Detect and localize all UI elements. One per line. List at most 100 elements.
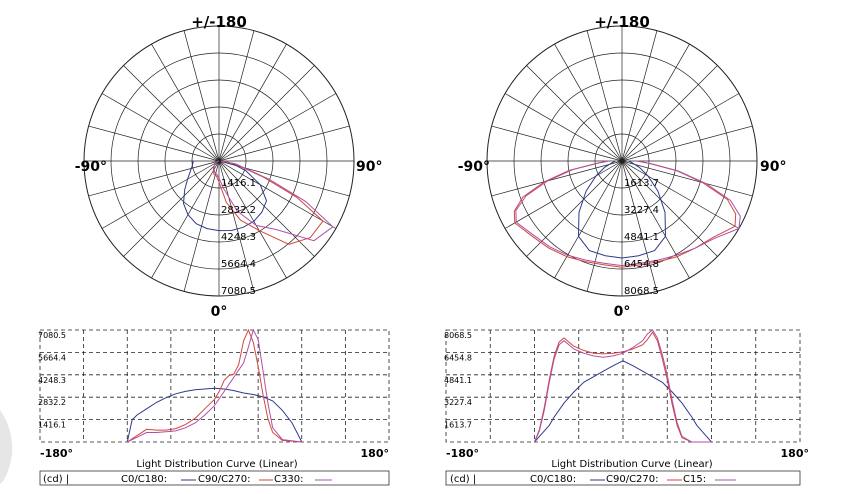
polar-top-label: +/-180 xyxy=(594,13,650,31)
linear-series-c0_c180 xyxy=(126,387,303,443)
polar-spoke xyxy=(218,125,350,162)
linear-series-c90_c270 xyxy=(127,328,302,443)
linear-curves xyxy=(534,329,712,443)
polar-right-label: 90° xyxy=(356,159,382,175)
polar-spoke xyxy=(621,93,740,162)
polar-spoke xyxy=(88,160,220,197)
polar-spoke xyxy=(621,160,753,197)
polar-series-c0_c180 xyxy=(182,160,268,232)
polar-spoke xyxy=(526,65,623,162)
linear-y-tick: 4248.3 xyxy=(38,376,66,385)
linear-x-min-label: -180° xyxy=(446,447,479,460)
polar-spoke xyxy=(218,43,287,162)
polar-spoke xyxy=(621,65,718,162)
polar-ring-label: 2832.2 xyxy=(221,205,256,216)
polar-bottom-label: 0° xyxy=(211,304,228,320)
linear-series-c330 xyxy=(127,328,302,443)
polar-spoke xyxy=(123,160,220,257)
polar-diagram-right: 1613.7 3227.4 4841.1 6454.8 8068.5 +/-180 -9… xyxy=(458,13,787,320)
linear-y-tick: 6454.8 xyxy=(444,353,472,362)
polar-grid xyxy=(486,25,758,297)
polar-spoke xyxy=(151,160,220,279)
polar-spoke xyxy=(621,160,658,292)
polar-spoke xyxy=(554,43,623,162)
polar-ring-label: 7080.5 xyxy=(221,286,256,297)
polar-spoke xyxy=(504,160,623,229)
linear-y-ticks: 8068.5 6454.8 4841.1 3227.4 1613.7 xyxy=(444,331,472,430)
legend-unit: (cd) | xyxy=(450,474,476,485)
linear-series-c15 xyxy=(534,329,712,443)
linear-y-tick: 3227.4 xyxy=(444,398,472,407)
polar-curves xyxy=(182,160,334,245)
linear-series-c90_c270 xyxy=(534,331,712,443)
linear-y-tick: 1416.1 xyxy=(38,421,66,430)
polar-spoke xyxy=(183,30,220,162)
polar-series-c15 xyxy=(515,160,741,267)
polar-spoke xyxy=(621,160,740,229)
polar-spoke xyxy=(621,160,690,279)
legend-box: (cd) | C0/C180: C90/C270: C330: xyxy=(39,470,390,486)
polar-spoke xyxy=(621,43,690,162)
linear-diagram-right: 8068.5 6454.8 4841.1 3227.4 1613.7 -180° 180… xyxy=(444,329,809,486)
polar-spoke xyxy=(491,125,623,162)
edge-shadow xyxy=(0,410,13,484)
polar-right-label: 90° xyxy=(760,159,786,175)
polar-spoke xyxy=(218,30,255,162)
linear-x-max-label: 180° xyxy=(781,447,809,460)
polar-spoke xyxy=(586,30,623,162)
linear-x-min-label: -180° xyxy=(40,447,73,460)
polar-curves xyxy=(513,160,741,268)
polar-ring-label: 3227.4 xyxy=(624,205,659,216)
polar-spoke xyxy=(151,43,220,162)
legend-c90: C90/C270: xyxy=(198,474,251,485)
legend-c0: C0/C180: xyxy=(121,474,167,485)
polar-spoke xyxy=(526,160,623,257)
polar-left-label: -90° xyxy=(75,159,107,175)
polar-spoke xyxy=(101,160,220,229)
polar-series-c90_c270 xyxy=(513,160,737,268)
polar-spoke xyxy=(218,160,255,292)
legend-c90: C90/C270: xyxy=(606,474,659,485)
polar-spoke xyxy=(621,125,753,162)
polar-spoke xyxy=(621,30,658,162)
polar-spoke xyxy=(621,160,718,257)
linear-diagram-left: 7080.5 5664.4 4248.3 2832.2 1416.1 -180° 180… xyxy=(38,328,390,486)
polar-spoke xyxy=(586,160,623,292)
polar-ring-label: 6454.8 xyxy=(624,259,659,270)
polar-ring-labels: 1613.7 3227.4 4841.1 6454.8 8068.5 xyxy=(624,178,659,297)
linear-y-tick: 7080.5 xyxy=(38,331,66,340)
polar-ring-label: 5664.4 xyxy=(221,259,256,270)
linear-curves xyxy=(126,328,303,443)
linear-y-tick: 5664.4 xyxy=(38,353,66,362)
linear-y-tick: 8068.5 xyxy=(444,331,472,340)
polar-center-dot xyxy=(619,158,625,164)
linear-y-ticks: 7080.5 5664.4 4248.3 2832.2 1416.1 xyxy=(38,331,66,430)
polar-spoke xyxy=(504,93,623,162)
polar-spoke xyxy=(218,65,315,162)
linear-grid xyxy=(39,329,390,443)
polar-series-c0_c180 xyxy=(577,160,667,259)
polar-series-c330 xyxy=(213,160,334,242)
polar-ring-label: 1416.1 xyxy=(221,178,256,189)
linear-y-tick: 4841.1 xyxy=(444,376,472,385)
legend-c0: C0/C180: xyxy=(530,474,576,485)
legend-box: (cd) | C0/C180: C90/C270: C15: xyxy=(445,470,801,486)
polar-spoke xyxy=(554,160,623,279)
polar-spoke xyxy=(88,125,220,162)
polar-ring-label: 4841.1 xyxy=(624,232,659,243)
polar-diagram-left: 1416.1 2832.2 4248.3 5664.4 7080.5 +/-180 -9… xyxy=(75,13,383,320)
linear-grid xyxy=(445,329,801,443)
polar-ring-labels: 1416.1 2832.2 4248.3 5664.4 7080.5 xyxy=(221,178,256,297)
legend-unit: (cd) | xyxy=(43,474,69,485)
linear-series-c0_c180 xyxy=(534,360,712,443)
linear-x-max-label: 180° xyxy=(361,447,389,460)
polar-spoke xyxy=(218,160,337,229)
polar-ring-label: 8068.5 xyxy=(624,286,659,297)
polar-ring-label: 1613.7 xyxy=(624,178,659,189)
polar-spoke xyxy=(101,93,220,162)
legend-extra: C15: xyxy=(683,474,706,485)
polar-left-label: -90° xyxy=(458,159,490,175)
polar-spoke xyxy=(491,160,623,197)
legend-extra: C330: xyxy=(274,474,303,485)
